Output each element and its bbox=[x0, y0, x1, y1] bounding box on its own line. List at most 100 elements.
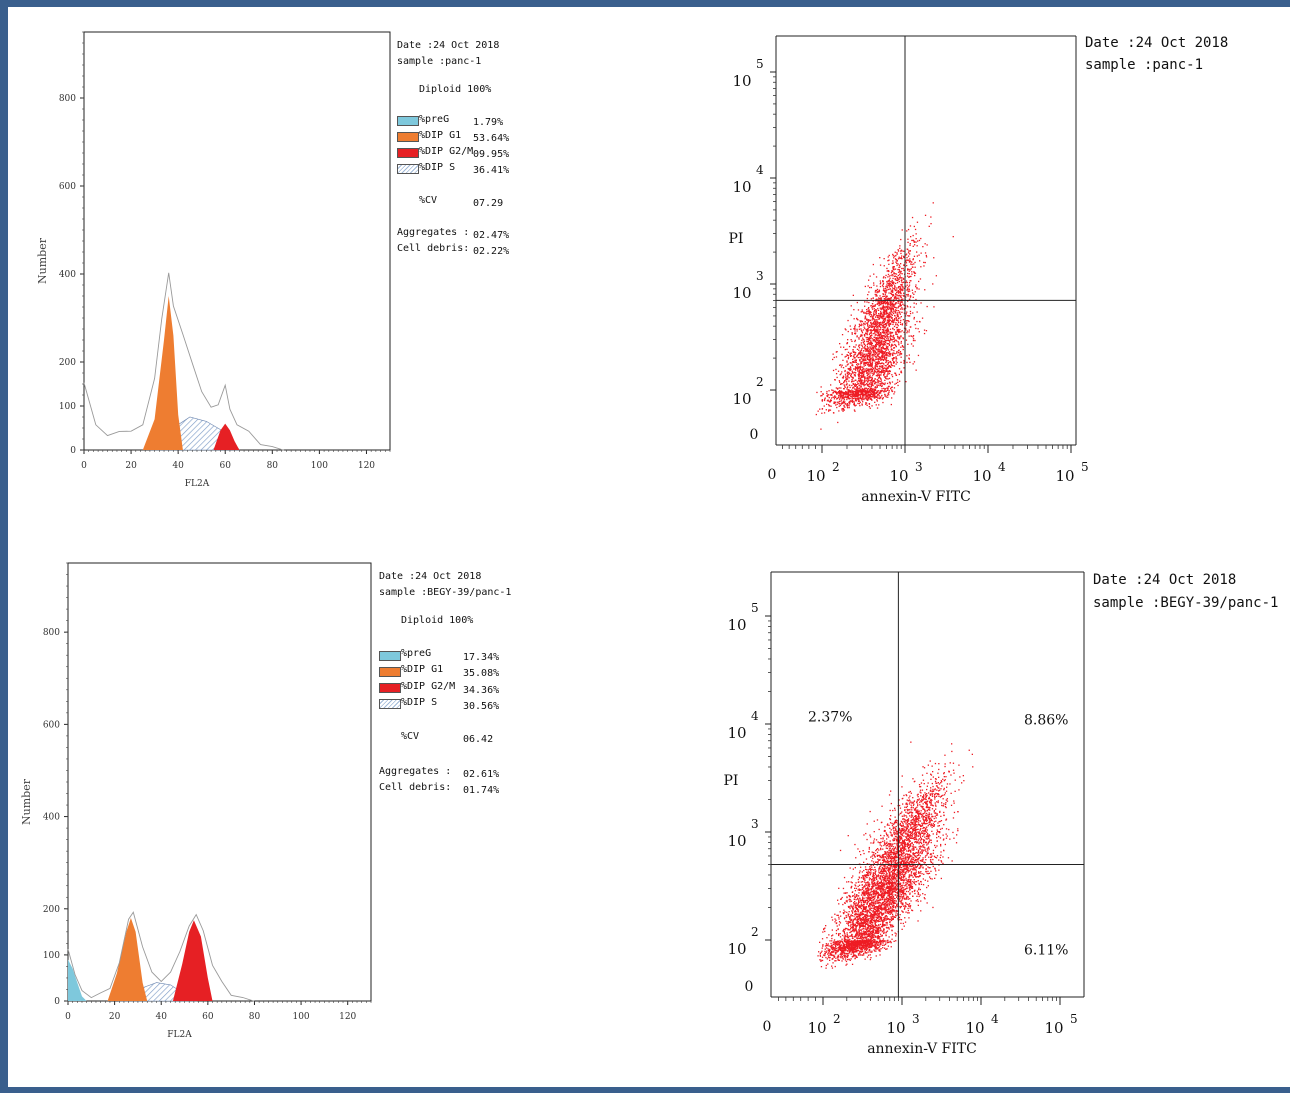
scatter-point bbox=[846, 933, 848, 936]
scatter-point bbox=[834, 949, 837, 952]
scatter-point bbox=[848, 948, 850, 950]
scatter-point bbox=[892, 328, 894, 330]
scatter-point bbox=[860, 391, 862, 393]
scatter-point bbox=[868, 390, 870, 392]
scatter-point bbox=[920, 810, 922, 812]
scatter-point bbox=[846, 963, 848, 965]
scatter-point bbox=[859, 320, 861, 322]
scatter-point bbox=[862, 367, 864, 369]
scatter-point bbox=[907, 252, 910, 254]
scatter-point bbox=[889, 339, 891, 342]
scatter-point bbox=[892, 277, 894, 280]
scatter-point bbox=[889, 319, 891, 321]
scatter-point bbox=[901, 285, 903, 287]
scatter-point bbox=[876, 385, 878, 387]
scatter-point bbox=[845, 964, 847, 966]
y-tick-label: 10 bbox=[732, 390, 751, 408]
scatter-point bbox=[865, 883, 867, 885]
scatter-point bbox=[862, 891, 865, 893]
scatter-point bbox=[867, 388, 869, 390]
scatter-point bbox=[893, 257, 895, 259]
scatter-point bbox=[878, 881, 881, 884]
scatter-point bbox=[897, 290, 900, 293]
scatter-point bbox=[833, 940, 835, 942]
scatter-point bbox=[877, 910, 879, 912]
scatter-point bbox=[890, 272, 893, 274]
scatter-point bbox=[895, 312, 897, 314]
scatter-point bbox=[826, 950, 828, 952]
scatter-point bbox=[887, 879, 890, 881]
scatter-point bbox=[890, 283, 892, 285]
scatter-point bbox=[895, 297, 897, 299]
scatter-point bbox=[912, 296, 914, 298]
scatter-point bbox=[864, 384, 867, 386]
scatter-point bbox=[867, 935, 870, 937]
scatter-point bbox=[895, 323, 897, 325]
scatter-point bbox=[874, 389, 876, 392]
scatter-point bbox=[847, 393, 850, 395]
x-tick-label: 20 bbox=[125, 461, 137, 471]
scatter-point bbox=[910, 236, 912, 238]
scatter-point bbox=[854, 902, 856, 905]
scatter-point bbox=[859, 359, 861, 361]
scatter-point bbox=[876, 331, 878, 333]
scatter-point bbox=[893, 357, 895, 359]
scatter-point bbox=[863, 382, 865, 384]
scatter-point bbox=[858, 379, 860, 381]
scatter-point bbox=[866, 354, 868, 356]
scatter-point bbox=[912, 292, 914, 294]
scatter-point bbox=[859, 344, 861, 346]
scatter-point bbox=[871, 950, 873, 952]
scatter-point bbox=[877, 888, 879, 891]
scatter-point bbox=[874, 304, 876, 306]
scatter-point bbox=[855, 919, 857, 921]
scatter-point bbox=[860, 376, 863, 378]
scatter-point bbox=[841, 398, 843, 400]
scatter-point bbox=[829, 400, 832, 402]
scatter-point bbox=[866, 372, 868, 375]
scatter-point bbox=[865, 932, 868, 935]
scatter-point bbox=[861, 368, 863, 371]
scatter-point bbox=[855, 399, 857, 401]
scatter-point bbox=[899, 245, 901, 247]
y-tick-label-exponent: 5 bbox=[756, 57, 764, 71]
scatter-point bbox=[925, 254, 927, 257]
scatter-point bbox=[849, 896, 852, 898]
scatter-point bbox=[880, 282, 882, 284]
scatter-point bbox=[898, 337, 901, 339]
scatter-point bbox=[885, 326, 887, 328]
scatter-point bbox=[873, 820, 875, 822]
scatter-point bbox=[865, 398, 867, 400]
scatter-point bbox=[883, 334, 885, 337]
scatter-point bbox=[875, 309, 878, 311]
x-tick-label: 0 bbox=[81, 461, 87, 471]
scatter-point bbox=[881, 369, 883, 371]
scatter-point bbox=[848, 401, 850, 403]
scatter-point bbox=[868, 394, 870, 396]
scatter-point bbox=[853, 388, 856, 390]
scatter-point bbox=[879, 351, 881, 353]
scatter-point bbox=[855, 394, 858, 397]
scatter-point bbox=[854, 340, 856, 343]
scatter-point bbox=[883, 351, 885, 353]
scatter-point bbox=[873, 392, 875, 394]
scatter-point bbox=[852, 875, 854, 877]
scatter-point bbox=[883, 881, 885, 883]
scatter-point bbox=[826, 390, 828, 393]
scatter-point bbox=[871, 851, 873, 853]
scatter-point bbox=[890, 349, 892, 351]
scatter-point bbox=[871, 393, 873, 395]
scatter-point bbox=[893, 281, 895, 284]
scatter-point bbox=[875, 345, 877, 348]
scatter-point bbox=[896, 856, 898, 858]
scatter-point bbox=[865, 380, 867, 382]
scatter-point bbox=[874, 347, 877, 349]
scatter-point bbox=[897, 341, 899, 343]
scatter-point bbox=[850, 355, 852, 357]
scatter-point bbox=[911, 289, 913, 291]
scatter-point bbox=[877, 307, 879, 310]
scatter-point bbox=[905, 281, 907, 284]
scatter-point bbox=[891, 386, 893, 388]
scatter-point bbox=[885, 370, 888, 372]
scatter-point bbox=[853, 328, 855, 330]
